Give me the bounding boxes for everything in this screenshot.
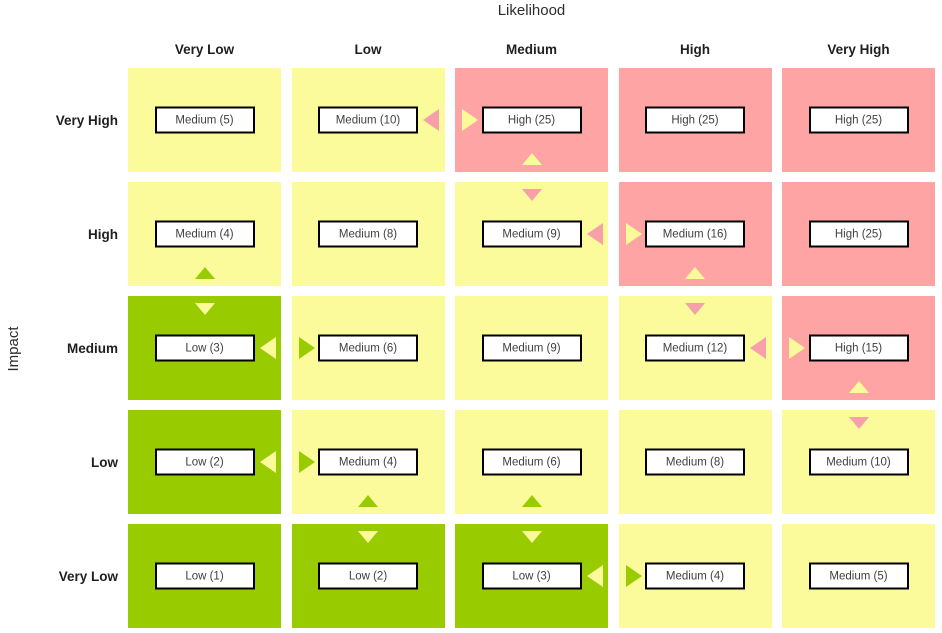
trend-arrow-left-icon bbox=[423, 109, 439, 131]
risk-rating-box: High (25) bbox=[808, 220, 909, 248]
risk-rating-box: Medium (8) bbox=[645, 448, 745, 476]
trend-arrow-right-icon bbox=[625, 565, 642, 587]
trend-arrow-left-icon bbox=[259, 451, 276, 473]
trend-arrow-left-icon bbox=[750, 337, 766, 359]
col-header-high: High bbox=[680, 42, 710, 57]
risk-cell-high-medium[interactable]: Medium (9) bbox=[455, 182, 608, 286]
risk-cell-low-high[interactable]: Medium (8) bbox=[618, 410, 772, 514]
trend-arrow-down-icon bbox=[521, 189, 542, 201]
risk-cell-very-low-low[interactable]: Low (2) bbox=[291, 524, 445, 628]
risk-rating-box: Medium (6) bbox=[318, 334, 418, 362]
risk-rating-box: Medium (5) bbox=[154, 106, 255, 134]
risk-rating-box: Medium (10) bbox=[808, 448, 909, 476]
risk-cell-low-low[interactable]: Medium (4) bbox=[291, 410, 445, 514]
row-label-very-low: Very Low bbox=[58, 568, 118, 584]
risk-rating-box: Medium (8) bbox=[318, 220, 418, 248]
trend-arrow-down-icon bbox=[358, 531, 378, 543]
col-header-medium: Medium bbox=[505, 42, 557, 57]
trend-arrow-left-icon bbox=[259, 337, 276, 359]
risk-cell-medium-high[interactable]: Medium (12) bbox=[618, 296, 772, 400]
risk-cell-low-medium[interactable]: Medium (6) bbox=[455, 410, 608, 514]
trend-arrow-right-icon bbox=[462, 109, 478, 131]
risk-matrix-grid: Medium (5) Medium (10) High (25) High (25) H… bbox=[128, 68, 935, 628]
trend-arrow-up-icon bbox=[685, 267, 705, 279]
risk-rating-box: Low (3) bbox=[154, 334, 255, 362]
trend-arrow-down-icon bbox=[848, 417, 869, 429]
col-header-low: Low bbox=[354, 42, 382, 57]
risk-rating-box: Medium (5) bbox=[808, 562, 909, 590]
risk-cell-high-low[interactable]: Medium (8) bbox=[291, 182, 445, 286]
risk-cell-medium-very-high[interactable]: High (15) bbox=[782, 296, 935, 400]
risk-cell-very-low-very-high[interactable]: Medium (5) bbox=[782, 524, 935, 628]
risk-cell-very-high-very-high[interactable]: High (25) bbox=[782, 68, 935, 172]
col-header-very-low: Very Low bbox=[174, 42, 235, 57]
risk-rating-box: Medium (4) bbox=[645, 562, 745, 590]
risk-rating-box: Medium (6) bbox=[481, 448, 582, 476]
risk-rating-box: Medium (4) bbox=[318, 448, 418, 476]
trend-arrow-right-icon bbox=[298, 451, 315, 473]
risk-rating-box: Medium (12) bbox=[645, 334, 745, 362]
risk-cell-very-low-medium[interactable]: Low (3) bbox=[455, 524, 608, 628]
risk-rating-box: Medium (10) bbox=[318, 106, 418, 134]
col-header-very-high: Very High bbox=[827, 42, 890, 57]
trend-arrow-up-icon bbox=[521, 495, 542, 507]
risk-cell-high-high[interactable]: Medium (16) bbox=[618, 182, 772, 286]
risk-cell-very-low-very-low[interactable]: Low (1) bbox=[128, 524, 281, 628]
risk-rating-box: Low (3) bbox=[481, 562, 582, 590]
risk-cell-high-very-high[interactable]: High (25) bbox=[782, 182, 935, 286]
row-label-low: Low bbox=[91, 454, 118, 470]
trend-arrow-right-icon bbox=[625, 223, 642, 245]
row-label-very-high: Very High bbox=[55, 112, 118, 128]
row-label-medium: Medium bbox=[66, 340, 118, 356]
risk-cell-low-very-high[interactable]: Medium (10) bbox=[782, 410, 935, 514]
row-label-high: High bbox=[88, 226, 118, 242]
trend-arrow-up-icon bbox=[358, 495, 378, 507]
risk-cell-high-very-low[interactable]: Medium (4) bbox=[128, 182, 281, 286]
risk-cell-medium-medium[interactable]: Medium (9) bbox=[455, 296, 608, 400]
trend-arrow-down-icon bbox=[521, 531, 542, 543]
risk-rating-box: Medium (16) bbox=[645, 220, 745, 248]
risk-rating-box: Low (1) bbox=[154, 562, 255, 590]
risk-cell-low-very-low[interactable]: Low (2) bbox=[128, 410, 281, 514]
trend-arrow-down-icon bbox=[685, 303, 705, 315]
likelihood-category-headers: Very Low Low Medium High Very High bbox=[128, 42, 935, 57]
risk-cell-very-high-medium[interactable]: High (25) bbox=[455, 68, 608, 172]
risk-rating-box: High (25) bbox=[645, 106, 745, 134]
risk-cell-very-low-high[interactable]: Medium (4) bbox=[618, 524, 772, 628]
risk-rating-box: High (15) bbox=[808, 334, 909, 362]
risk-rating-box: Low (2) bbox=[154, 448, 255, 476]
risk-rating-box: High (25) bbox=[808, 106, 909, 134]
risk-rating-box: Medium (9) bbox=[481, 334, 582, 362]
risk-rating-box: Low (2) bbox=[318, 562, 418, 590]
trend-arrow-up-icon bbox=[848, 381, 869, 393]
impact-category-labels: Very High High Medium Low Very Low bbox=[0, 68, 120, 628]
risk-cell-medium-low[interactable]: Medium (6) bbox=[291, 296, 445, 400]
trend-arrow-right-icon bbox=[789, 337, 805, 359]
trend-arrow-left-icon bbox=[586, 223, 603, 245]
risk-cell-very-high-very-low[interactable]: Medium (5) bbox=[128, 68, 281, 172]
trend-arrow-down-icon bbox=[194, 303, 215, 315]
trend-arrow-up-icon bbox=[194, 267, 215, 279]
risk-cell-very-high-high[interactable]: High (25) bbox=[618, 68, 772, 172]
risk-cell-very-high-low[interactable]: Medium (10) bbox=[291, 68, 445, 172]
trend-arrow-right-icon bbox=[298, 337, 315, 359]
risk-rating-box: Medium (4) bbox=[154, 220, 255, 248]
trend-arrow-left-icon bbox=[586, 565, 603, 587]
risk-cell-medium-very-low[interactable]: Low (3) bbox=[128, 296, 281, 400]
risk-rating-box: Medium (9) bbox=[481, 220, 582, 248]
likelihood-axis-title: Likelihood bbox=[497, 2, 566, 19]
trend-arrow-up-icon bbox=[521, 153, 542, 165]
risk-rating-box: High (25) bbox=[481, 106, 582, 134]
